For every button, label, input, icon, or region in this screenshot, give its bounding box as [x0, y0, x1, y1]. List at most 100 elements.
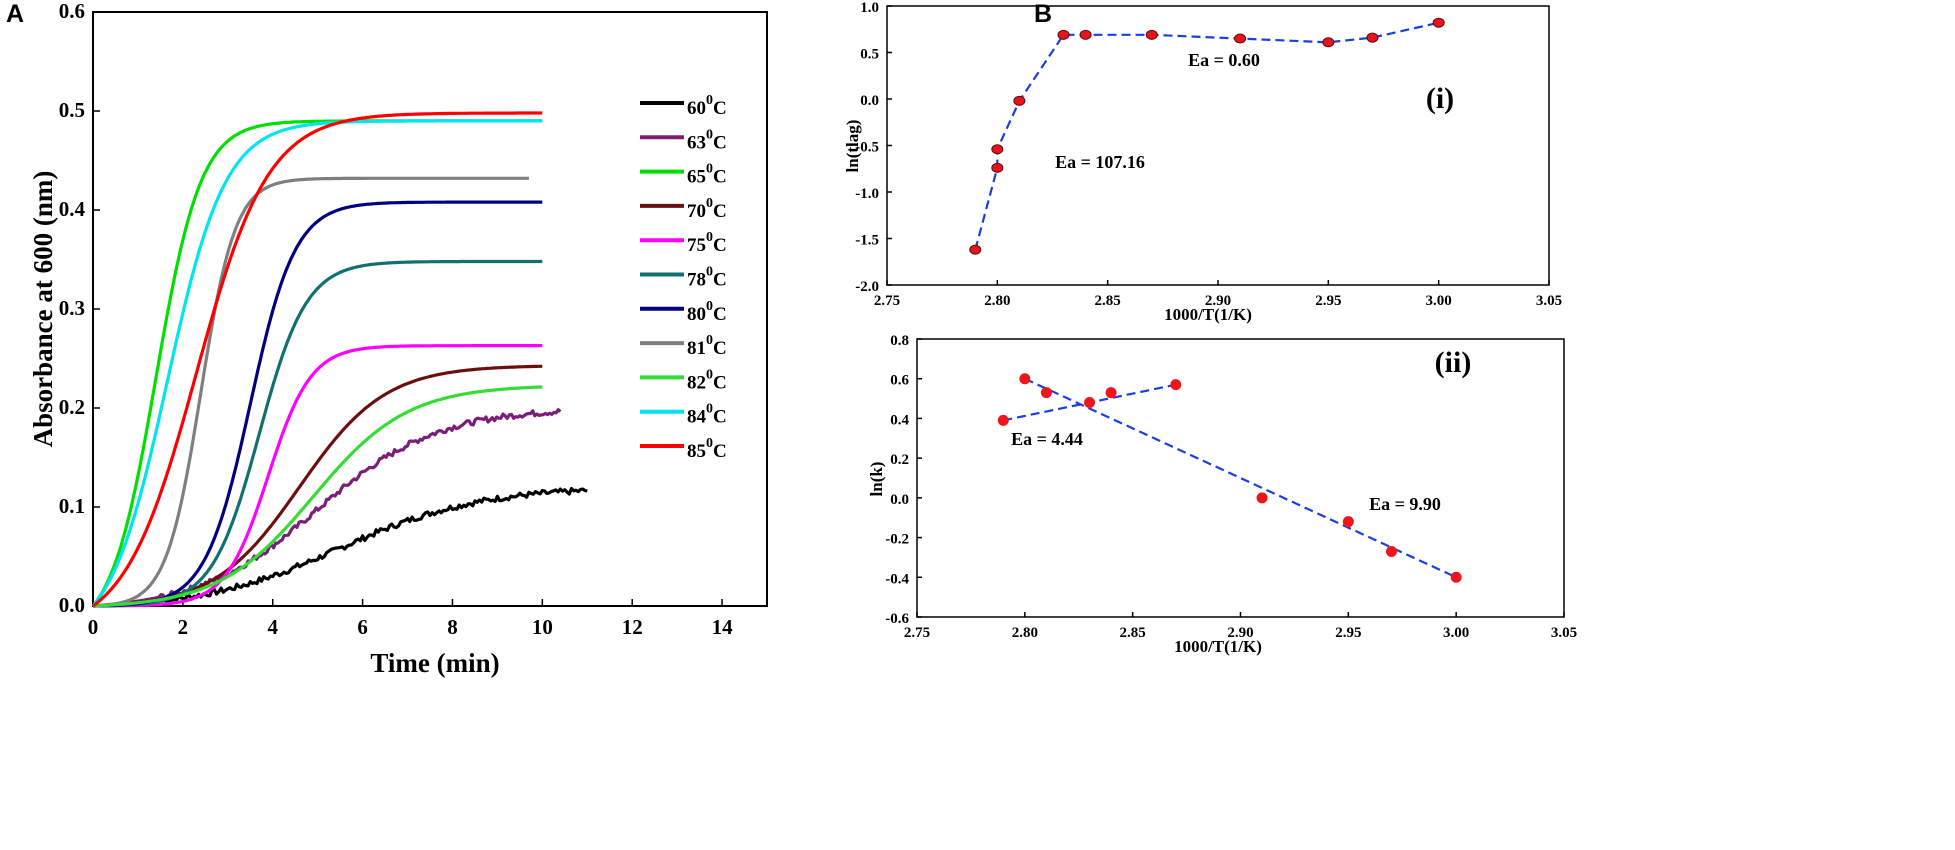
- series-line-84: [91, 119, 543, 607]
- series-line-60: [92, 486, 588, 608]
- x-tick-label: 2.75: [874, 293, 900, 309]
- series-line-75: [93, 344, 543, 608]
- data-point: [1366, 32, 1379, 43]
- y-tick-label: 0.3: [59, 296, 85, 320]
- data-point: [1057, 29, 1070, 40]
- legend-label-60: 600C: [687, 93, 727, 119]
- chart-a-ylabel: Absorbance at 600 (nm): [28, 171, 58, 448]
- chart-b-ii-annotation-left: Ea = 4.44: [1011, 429, 1083, 449]
- legend-label-78: 780C: [687, 265, 727, 291]
- data-point: [1019, 373, 1031, 385]
- data-point: [1013, 95, 1026, 106]
- data-point: [1385, 545, 1397, 557]
- data-point: [991, 144, 1004, 155]
- data-point: [1342, 516, 1354, 528]
- legend-label-82: 820C: [687, 367, 727, 393]
- x-tick-label: 3.05: [1551, 625, 1577, 641]
- series-line-85: [92, 111, 543, 608]
- y-tick-label: 1.0: [860, 0, 879, 16]
- fit-line-2: [1024, 377, 1457, 579]
- x-tick-label: 3.05: [1536, 293, 1562, 309]
- data-point: [1079, 29, 1092, 40]
- data-point: [1084, 397, 1096, 409]
- x-tick-label: 3.00: [1443, 625, 1469, 641]
- data-point: [1040, 387, 1052, 399]
- chart-b-ii-xlabel: 1000/T(1/K): [1174, 637, 1262, 656]
- x-tick-label: 2.95: [1335, 625, 1361, 641]
- data-point: [1256, 492, 1268, 504]
- y-tick-label: -1.0: [855, 186, 879, 202]
- y-tick-label: -2.0: [855, 279, 879, 295]
- series-line-63: [92, 408, 562, 608]
- x-tick-label: 4: [267, 615, 278, 639]
- data-point: [991, 162, 1004, 173]
- data-point: [1105, 387, 1117, 399]
- y-tick-label: 0.0: [890, 492, 909, 508]
- x-tick-label: 2.85: [1120, 625, 1146, 641]
- y-tick-label: 0.2: [59, 395, 85, 419]
- y-tick-label: 0.0: [860, 93, 879, 109]
- x-tick-label: 2.85: [1095, 293, 1121, 309]
- chart-b-i-xlabel: 1000/T(1/K): [1164, 305, 1252, 324]
- chart-b-ii-ylabel: ln(k): [867, 462, 886, 497]
- chart-b-i-label: (i): [1426, 82, 1454, 115]
- y-tick-label: -0.6: [885, 611, 909, 627]
- chart-b-ii: -0.6 -0.4 -0.2 0.0 0.2 0.4 0.6 0.8 2.75 2.80 2.85…: [867, 333, 1577, 656]
- chart-b-i-annotation-lower: Ea = 107.16: [1055, 152, 1145, 172]
- y-tick-label: -0.2: [885, 532, 909, 548]
- data-point: [1322, 37, 1335, 48]
- y-tick-label: -0.4: [885, 571, 909, 587]
- data-point: [1450, 571, 1462, 583]
- y-tick-label: 0.8: [890, 333, 909, 349]
- data-point: [1432, 17, 1445, 28]
- y-tick-label: 0.4: [59, 197, 86, 221]
- legend-label-65: 650C: [687, 162, 727, 188]
- series-line-65: [91, 119, 543, 607]
- data-point: [1170, 379, 1182, 391]
- x-tick-label: 2: [178, 615, 189, 639]
- chart-b-i-annotation-upper: Ea = 0.60: [1188, 50, 1260, 70]
- chart-a: 0.0 0.1 0.2 0.3 0.4 0.5 0.6 0 2 4 6 8 10 12 14 600C 63…: [28, 0, 768, 678]
- chart-b-i-frame: [886, 5, 1550, 286]
- x-tick-label: 10: [532, 615, 553, 639]
- series-line-81: [92, 176, 529, 608]
- panel-label-a: A: [6, 0, 24, 28]
- chart-b-ii-label: (ii): [1435, 346, 1472, 379]
- y-tick-label: 0.4: [890, 412, 909, 428]
- series-line-78: [93, 259, 543, 608]
- y-tick-label: 0.2: [890, 452, 909, 468]
- series-line-80: [93, 200, 543, 608]
- x-tick-label: 2.80: [1012, 625, 1038, 641]
- chart-b-i-ylabel: ln(tlag): [843, 120, 862, 173]
- legend-label-81: 810C: [687, 333, 727, 359]
- legend-label-70: 700C: [687, 196, 727, 222]
- x-tick-label: 12: [622, 615, 643, 639]
- x-tick-label: 8: [447, 615, 458, 639]
- y-tick-label: 0.6: [59, 0, 85, 23]
- y-tick-label: 0.5: [860, 47, 879, 63]
- series-line-82: [92, 385, 543, 608]
- chart-a-xlabel: Time (min): [370, 648, 499, 678]
- y-tick-label: 0.5: [59, 98, 85, 122]
- y-tick-label: 0.0: [59, 593, 85, 617]
- x-tick-label: 2.90: [1227, 625, 1253, 641]
- x-tick-label: 2.95: [1315, 293, 1341, 309]
- data-point: [1145, 29, 1158, 40]
- legend-label-75: 750C: [687, 230, 727, 256]
- x-tick-label: 3.00: [1426, 293, 1452, 309]
- legend-label-63: 630C: [687, 127, 727, 153]
- chart-b-i: -2.0 -1.5 -1.0 -0.5 0.0 0.5 1.0 2.75 2.80 2.85 2.…: [843, 0, 1562, 324]
- data-point: [997, 414, 1009, 426]
- data-point: [1234, 33, 1247, 44]
- chart-b-ii-frame: [916, 338, 1565, 618]
- x-tick-label: 2.75: [904, 625, 930, 641]
- legend-label-85: 850C: [687, 436, 727, 462]
- y-tick-label: -0.5: [855, 140, 879, 156]
- panel-label-b: B: [1034, 0, 1052, 28]
- x-tick-label: 2.90: [1205, 293, 1231, 309]
- y-tick-label: 0.1: [59, 494, 85, 518]
- chart-b-ii-annotation-right: Ea = 9.90: [1369, 494, 1441, 514]
- x-tick-label: 2.80: [984, 293, 1010, 309]
- data-point: [969, 244, 982, 255]
